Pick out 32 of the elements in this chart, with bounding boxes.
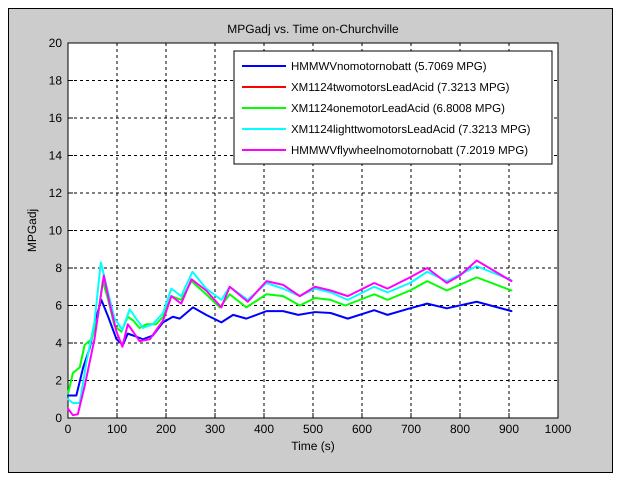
y-tick-label: 16 — [48, 111, 62, 125]
x-tick-label: 300 — [204, 422, 226, 436]
x-tick-label: 500 — [302, 422, 324, 436]
legend-label: XM1124lighttwomotorsLeadAcid (7.3213 MPG) — [291, 124, 531, 136]
y-tick-label: 14 — [48, 148, 62, 162]
y-tick-label: 4 — [55, 336, 62, 350]
legend-label: XM1124twomotorsLeadAcid (7.3213 MPG) — [291, 82, 510, 94]
chart-title: MPGadj vs. Time on-Churchville — [227, 22, 400, 36]
y-tick-label: 2 — [55, 374, 62, 388]
x-tick-label: 900 — [498, 422, 520, 436]
y-tick-label: 0 — [55, 411, 62, 425]
y-tick-label: 6 — [55, 298, 62, 312]
line-series — [67, 276, 512, 395]
x-tick-label: 600 — [352, 422, 372, 436]
y-axis-title: MPGadj — [25, 208, 39, 252]
legend-label: XM1124onemotorLeadAcid (6.8008 MPG) — [291, 103, 506, 115]
x-tick-label: 0 — [64, 422, 72, 436]
y-tick-label: 12 — [48, 186, 62, 200]
y-tick-label: 18 — [48, 74, 62, 88]
y-tick-label: 8 — [55, 261, 62, 275]
x-tick-label: 100 — [106, 422, 128, 436]
x-axis-title: Time (s) — [291, 439, 335, 453]
x-tick-label: 800 — [450, 422, 470, 436]
y-tick-label: 10 — [48, 224, 62, 238]
y-tick-label: 20 — [48, 36, 62, 50]
x-tick-label: 400 — [254, 422, 274, 436]
line-series — [67, 298, 512, 396]
x-tick-label: 200 — [156, 422, 176, 436]
x-tick-label: 1000 — [544, 422, 572, 436]
x-tick-label: 700 — [400, 422, 422, 436]
legend-label: HMMWVflywheelnomotornobatt (7.2019 MPG) — [291, 145, 528, 157]
legend-label: HMMWVnomotornobatt (5.7069 MPG) — [291, 61, 487, 73]
